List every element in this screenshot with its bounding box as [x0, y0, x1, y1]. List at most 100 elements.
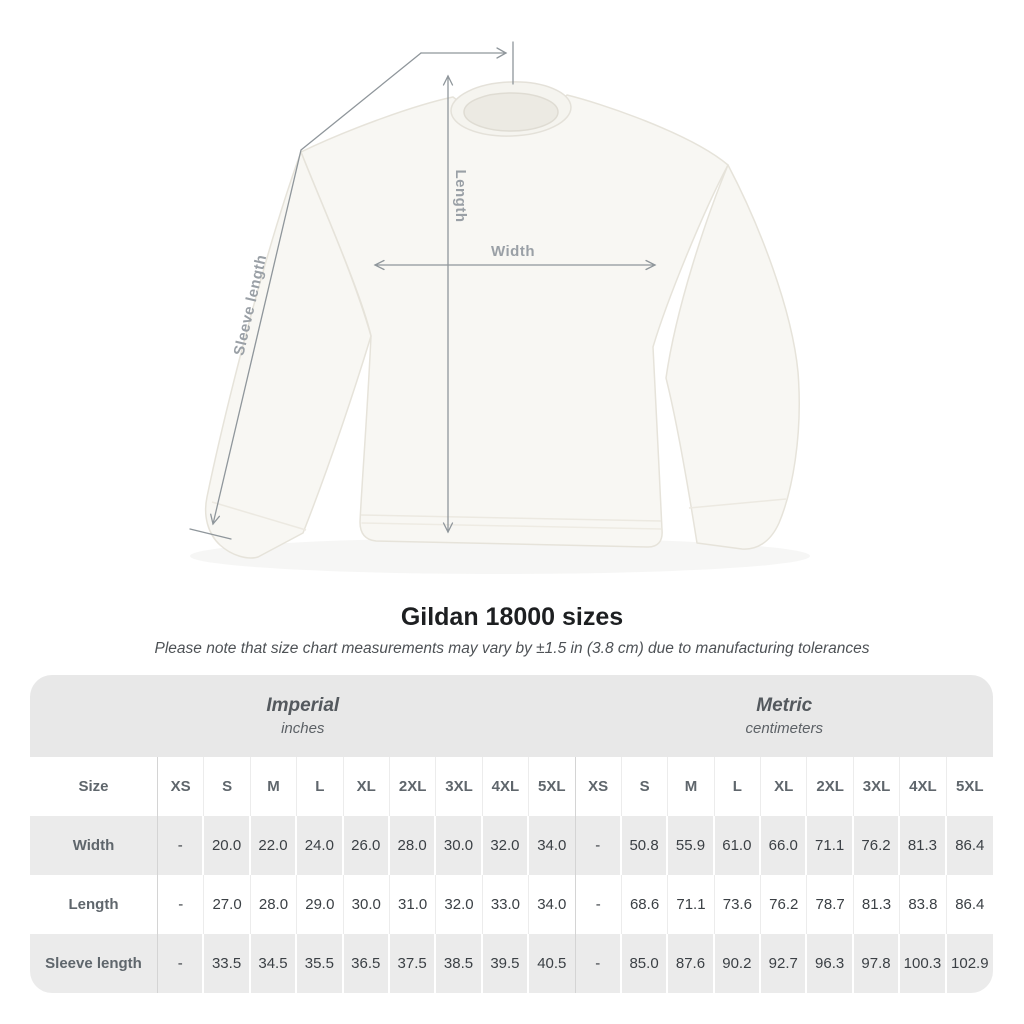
- table-cell: 32.0: [483, 816, 530, 875]
- row-label-length: Length: [30, 875, 158, 934]
- table-cell: 81.3: [900, 816, 947, 875]
- table-cell: 50.8: [622, 816, 669, 875]
- table-cell: 87.6: [668, 934, 715, 993]
- table-cell: 33.0: [483, 875, 530, 934]
- table-row-length: Length - 27.0 28.0 29.0 30.0 31.0 32.0 3…: [30, 875, 993, 934]
- table-cell: 83.8: [900, 875, 947, 934]
- page-title: Gildan 18000 sizes: [400, 603, 624, 631]
- table-cell: -: [158, 934, 205, 993]
- table-cell: 20.0: [204, 816, 251, 875]
- table-cell: 36.5: [344, 934, 390, 993]
- product-measurement-diagram: Length Width Sleeve length: [189, 41, 810, 574]
- measurement-lines: [189, 41, 657, 540]
- table-cell: 71.1: [668, 875, 715, 934]
- table-cell: 28.0: [390, 816, 437, 875]
- table-cell: 24.0: [297, 816, 344, 875]
- col-imperial-5xl: 5XL: [529, 757, 576, 816]
- table-cell: 33.5: [204, 934, 251, 993]
- metric-group-header: Metric centimeters: [576, 675, 994, 757]
- table-cell: 26.0: [344, 816, 390, 875]
- table-cell: 31.0: [390, 875, 437, 934]
- table-cell: 55.9: [668, 816, 715, 875]
- table-cell: -: [158, 816, 205, 875]
- col-imperial-2xl: 2XL: [390, 757, 437, 816]
- table-cell: -: [576, 875, 622, 934]
- table-cell: 86.4: [955, 896, 985, 913]
- col-imperial-xl: XL: [344, 757, 390, 816]
- col-metric-3xl: 3XL: [854, 757, 901, 816]
- width-label: Width: [491, 243, 535, 260]
- cuff-seam-left: [211, 501, 307, 531]
- table-cell: 96.3: [807, 934, 854, 993]
- table-cell: 39.5: [483, 934, 530, 993]
- col-metric-xl: XL: [761, 757, 808, 816]
- unit-band: Imperial inches Metric centimeters: [30, 675, 993, 757]
- metric-unit: centimeters: [745, 720, 824, 737]
- table-cell: 68.6: [622, 875, 669, 934]
- imperial-group-header: Imperial inches: [30, 675, 576, 757]
- sleeve-measure-line: [212, 52, 422, 525]
- col-imperial-xs: XS: [158, 757, 205, 816]
- sweatshirt-sleeve-left: [204, 151, 372, 559]
- sleeve-arrowhead-end: [210, 513, 221, 526]
- col-metric-s: S: [622, 757, 669, 816]
- table-cell: 85.0: [622, 934, 669, 993]
- table-cell: 66.0: [761, 816, 808, 875]
- table-cell: 30.0: [344, 875, 390, 934]
- col-metric-2xl: 2XL: [807, 757, 854, 816]
- table-cell: 32.0: [436, 875, 483, 934]
- table-cell: 61.0: [715, 816, 762, 875]
- col-metric-xs: XS: [576, 757, 622, 816]
- hem-seam-2: [361, 522, 662, 530]
- table-cell: 100.3: [900, 934, 947, 993]
- table-cell: 34.0: [529, 875, 576, 934]
- col-imperial-4xl: 4XL: [483, 757, 530, 816]
- imperial-unit: inches: [281, 720, 325, 737]
- table-header-row: Size XS S M L XL 2XL 3XL 4XL 5XL XS S M …: [30, 757, 993, 816]
- col-imperial-m: M: [251, 757, 298, 816]
- garment-shadow: [190, 538, 810, 574]
- chart-heading: Gildan 18000 sizes Please note that size…: [0, 602, 1024, 659]
- col-imperial-s: S: [204, 757, 251, 816]
- length-label: Length: [452, 170, 469, 223]
- table-cell: 92.7: [761, 934, 808, 993]
- table-cell: -: [576, 816, 622, 875]
- table-cell: 73.6: [715, 875, 762, 934]
- table-cell: 78.7: [807, 875, 854, 934]
- table-cell: 97.8: [854, 934, 901, 993]
- sweatshirt-sleeve-right: [665, 164, 800, 550]
- collar-opening: [463, 92, 559, 132]
- length-arrowhead-top: [442, 74, 454, 86]
- table-cell: -: [158, 875, 205, 934]
- tolerance-note: Please note that size chart measurements…: [154, 640, 870, 657]
- col-metric-m: M: [668, 757, 715, 816]
- width-arrowhead-right: [645, 259, 657, 271]
- col-metric-4xl: 4XL: [900, 757, 947, 816]
- table-cell: 30.0: [436, 816, 483, 875]
- col-imperial-3xl: 3XL: [436, 757, 483, 816]
- imperial-label: Imperial: [266, 695, 340, 716]
- row-label-sleeve-length: Sleeve length: [30, 934, 158, 993]
- row-label-width: Width: [30, 816, 158, 875]
- col-imperial-l: L: [297, 757, 344, 816]
- table-cell: 29.0: [297, 875, 344, 934]
- table-cell: 76.2: [854, 816, 901, 875]
- table-cell: 71.1: [807, 816, 854, 875]
- width-arrowhead-left: [373, 259, 385, 271]
- table-cell: 22.0: [251, 816, 298, 875]
- table-cell: 90.2: [715, 934, 762, 993]
- length-arrowhead-bottom: [442, 522, 454, 534]
- sweatshirt-diagram-svg: Length Width Sleeve length: [189, 41, 810, 574]
- table-row-width: Width - 20.0 22.0 24.0 26.0 28.0 30.0 32…: [30, 816, 993, 875]
- sweatshirt-illustration: [204, 81, 800, 559]
- table-cell: 27.0: [204, 875, 251, 934]
- table-cell: 40.5: [529, 934, 576, 993]
- hem-seam: [360, 514, 662, 522]
- metric-label: Metric: [756, 695, 813, 716]
- size-column-header: Size: [30, 757, 158, 816]
- cuff-seam-right: [688, 498, 787, 509]
- table-cell: -: [576, 934, 622, 993]
- table-cell: 34.5: [251, 934, 298, 993]
- col-metric-5xl: 5XL: [956, 778, 984, 795]
- col-metric-l: L: [715, 757, 762, 816]
